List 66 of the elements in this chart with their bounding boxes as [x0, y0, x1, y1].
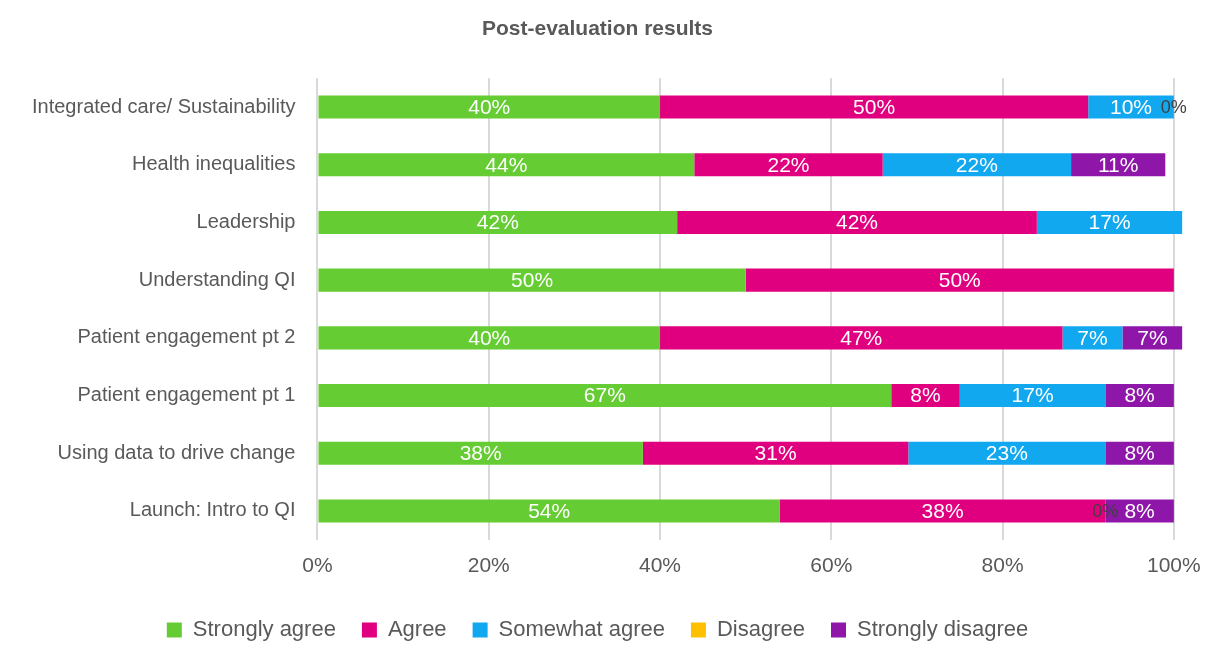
- bar: [660, 326, 1063, 350]
- y-tick-label: Health inequalities: [132, 152, 296, 175]
- data-label: 0%: [1092, 500, 1119, 521]
- data-label: 17%: [1088, 210, 1131, 234]
- legend-label: Strongly agree: [192, 616, 336, 642]
- x-tick-label: 100%: [1146, 553, 1201, 577]
- legend-label: Disagree: [716, 616, 805, 642]
- bar: [318, 153, 695, 177]
- data-label: 11%: [1097, 152, 1139, 176]
- x-tick-label: 60%: [810, 553, 853, 577]
- data-label: 17%: [1011, 383, 1054, 407]
- legend-label: Agree: [387, 616, 447, 642]
- data-label: 8%: [910, 383, 941, 407]
- bar: [318, 268, 746, 292]
- data-label: 42%: [835, 210, 879, 234]
- data-label: 8%: [1124, 383, 1155, 407]
- bar: [318, 210, 678, 234]
- y-tick-label: Leadership: [196, 209, 296, 232]
- legend-label: Somewhat agree: [498, 616, 665, 642]
- data-label: 8%: [1124, 441, 1155, 465]
- y-tick-label: Integrated care/ Sustainability: [31, 94, 296, 117]
- data-label: 38%: [921, 498, 964, 522]
- legend-label: Strongly disagree: [856, 616, 1029, 642]
- y-tick-label: Understanding QI: [138, 267, 296, 290]
- y-tick-label: Patient engagement pt 2: [77, 325, 296, 348]
- data-label: 23%: [985, 441, 1028, 465]
- data-label: 50%: [511, 267, 554, 291]
- x-tick-label: 0%: [302, 553, 333, 577]
- data-label: 38%: [459, 441, 502, 465]
- data-label: 10%: [1110, 94, 1153, 118]
- bar: [318, 384, 892, 408]
- bar: [318, 95, 661, 119]
- bar: [694, 153, 883, 177]
- data-label: 67%: [583, 383, 626, 407]
- bar: [318, 441, 643, 465]
- data-label: 22%: [767, 152, 810, 176]
- data-label: 31%: [754, 441, 797, 465]
- bar: [959, 384, 1106, 408]
- data-label: 7%: [1137, 325, 1168, 349]
- bar: [318, 326, 661, 350]
- bar: [882, 153, 1072, 177]
- bar: [1036, 210, 1183, 234]
- data-label: 40%: [468, 325, 511, 349]
- data-label: 22%: [955, 152, 998, 176]
- data-label: 42%: [476, 210, 519, 234]
- y-tick-label: Patient engagement pt 1: [77, 383, 296, 406]
- bar: [318, 499, 780, 523]
- bar: [677, 210, 1037, 234]
- x-tick-label: 80%: [981, 553, 1024, 577]
- x-tick-label: 20%: [467, 553, 510, 577]
- data-label: 47%: [840, 325, 883, 349]
- bar: [660, 95, 1089, 119]
- data-label: 54%: [528, 498, 571, 522]
- bar: [908, 441, 1106, 465]
- bar: [642, 441, 909, 465]
- data-label: 8%: [1124, 498, 1155, 522]
- data-label: 44%: [485, 152, 528, 176]
- chart-title: Post-evaluation results: [481, 16, 714, 40]
- data-label: 50%: [853, 94, 896, 118]
- y-tick-label: Launch: Intro to QI: [129, 498, 296, 521]
- data-label: 50%: [938, 267, 981, 291]
- bar: [745, 268, 1174, 292]
- data-label: 40%: [468, 94, 511, 118]
- y-tick-label: Using data to drive change: [57, 440, 296, 463]
- data-label: 7%: [1077, 325, 1108, 349]
- x-tick-label: 40%: [639, 553, 682, 577]
